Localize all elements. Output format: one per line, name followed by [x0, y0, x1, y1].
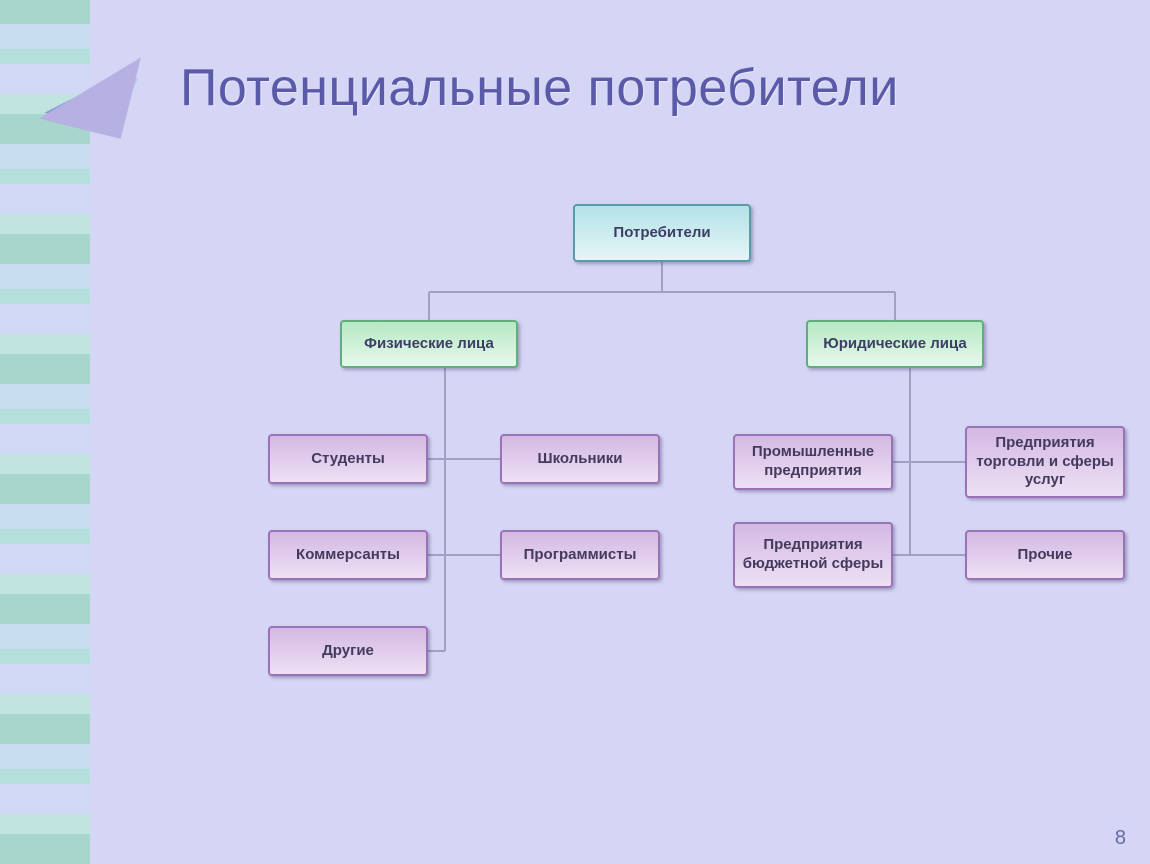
node-label: Физические лица	[364, 335, 494, 354]
node-label: Юридические лица	[823, 335, 967, 354]
node-label: Предприятия торговли и сферы услуг	[973, 434, 1117, 490]
node-label: Предприятия бюджетной сферы	[741, 536, 885, 574]
node-label: Программисты	[524, 546, 637, 565]
page-title: Потенциальные потребители	[180, 58, 899, 118]
node-legal-entities: Юридические лица	[806, 320, 984, 368]
node-label: Другие	[322, 642, 374, 661]
page-number: 8	[1115, 827, 1126, 850]
node-others-legal: Прочие	[965, 530, 1125, 580]
node-label: Школьники	[538, 450, 623, 469]
node-schoolchildren: Школьники	[500, 434, 660, 484]
node-label: Коммерсанты	[296, 546, 400, 565]
side-stripe-decor	[0, 0, 90, 864]
node-programmers: Программисты	[500, 530, 660, 580]
node-students: Студенты	[268, 434, 428, 484]
node-root-consumers: Потребители	[573, 204, 751, 262]
node-merchants: Коммерсанты	[268, 530, 428, 580]
node-label: Студенты	[311, 450, 385, 469]
node-label: Промышленные предприятия	[741, 443, 885, 481]
node-individuals: Физические лица	[340, 320, 518, 368]
node-trade-services: Предприятия торговли и сферы услуг	[965, 426, 1125, 498]
node-budget-enterprises: Предприятия бюджетной сферы	[733, 522, 893, 588]
node-label: Потребители	[613, 224, 710, 243]
node-industrial: Промышленные предприятия	[733, 434, 893, 490]
node-label: Прочие	[1017, 546, 1072, 565]
node-others-individual: Другие	[268, 626, 428, 676]
